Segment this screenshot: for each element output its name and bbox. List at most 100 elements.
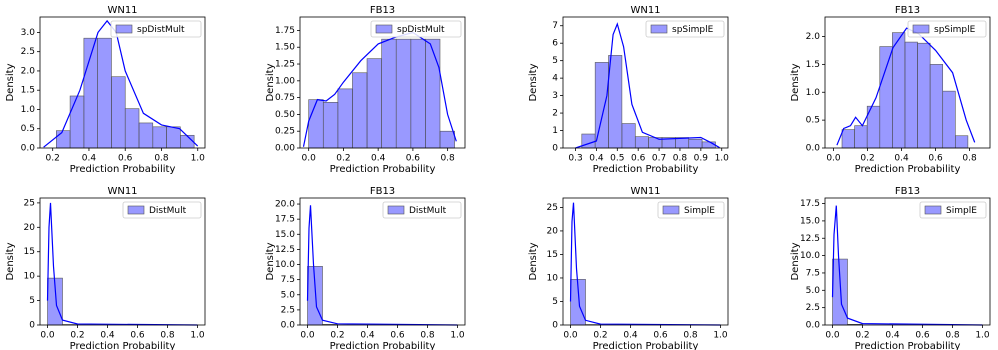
axes-frame (299, 197, 466, 326)
y-tick-label: 0.0 (806, 321, 821, 331)
x-tick-label: 0.4 (371, 154, 386, 164)
x-axis-label: Prediction Probability (855, 164, 961, 175)
bar (879, 46, 893, 149)
subplot-title: FB13 (895, 186, 920, 197)
y-tick-label: 20.0 (275, 200, 295, 210)
y-tick-label: 1.75 (275, 26, 295, 36)
y-tick-label: 20 (24, 223, 36, 233)
legend-swatch (127, 205, 145, 215)
x-tick-label: 0.8 (945, 331, 960, 341)
kde-line (831, 205, 983, 326)
y-tick-label: 2 (552, 109, 558, 119)
axes-frame (299, 16, 466, 149)
y-tick-label: 7.5 (806, 268, 820, 278)
x-axis-label: Prediction Probability (70, 341, 176, 350)
x-tick-label: 0.2 (46, 154, 60, 164)
bar (917, 42, 931, 149)
x-tick-label: 0.2 (860, 154, 874, 164)
x-tick-label: 0.0 (826, 154, 841, 164)
axes-frame (39, 16, 206, 149)
x-tick-label: 0.6 (915, 331, 930, 341)
bar (180, 134, 195, 149)
legend-label: spDistMult (397, 25, 445, 35)
y-tick-label: 20 (547, 226, 559, 236)
bar (929, 64, 944, 149)
y-tick-label: 10.0 (275, 260, 295, 270)
y-tick-label: 3 (552, 91, 558, 101)
x-tick-label: 1.0 (715, 154, 730, 164)
y-axis-label: Density (528, 242, 539, 280)
bar (381, 38, 397, 149)
y-tick-label: 0 (552, 321, 558, 331)
bar (439, 130, 455, 149)
y-tick-label: 4 (552, 74, 558, 84)
bar (111, 76, 126, 149)
legend-swatch (662, 205, 680, 215)
x-tick-label: 0.5 (610, 154, 624, 164)
y-tick-label: 1.0 (21, 105, 36, 115)
y-tick-label: 1.25 (275, 60, 295, 70)
legend-swatch (650, 24, 668, 34)
legend-swatch (912, 24, 930, 34)
y-tick-label: 10 (24, 272, 36, 282)
y-tick-label: 6 (552, 39, 558, 49)
y-axis-label: Density (5, 63, 16, 101)
x-tick-label: 0.9 (694, 154, 709, 164)
y-tick-label: 10.0 (800, 251, 820, 261)
bar (152, 126, 167, 149)
legend-box (370, 20, 462, 38)
y-axis-label: Density (790, 63, 801, 101)
y-axis-label: Density (790, 242, 801, 280)
bar (954, 135, 969, 149)
x-tick-label: 1.0 (450, 331, 465, 341)
y-axis-label: Density (265, 242, 276, 280)
x-tick-label: 0.8 (420, 331, 435, 341)
bar (634, 136, 649, 149)
y-axis-label: Density (5, 242, 16, 280)
x-tick-label: 0.8 (154, 154, 169, 164)
x-tick-label: 1.0 (975, 331, 990, 341)
y-tick-label: 0 (29, 321, 35, 331)
y-tick-label: 2.5 (806, 303, 820, 313)
y-tick-label: 15.0 (800, 216, 820, 226)
y-tick-label: 1.5 (806, 60, 820, 70)
y-tick-label: 5.0 (281, 290, 296, 300)
y-tick-label: 0.0 (21, 144, 36, 154)
bar (892, 32, 906, 149)
y-tick-label: 0.5 (806, 116, 820, 126)
x-axis-label: Prediction Probability (330, 164, 436, 175)
subplot: 0.0 0.2 0.4 0.6 0.8 1.0 0 5 10 15 20 25 WN11 Predicti… (528, 186, 729, 350)
y-tick-label: 15 (547, 250, 558, 260)
y-tick-label: 2.0 (21, 66, 36, 76)
y-tick-label: 1 (552, 126, 558, 136)
y-tick-label: 7 (552, 21, 558, 31)
y-tick-label: 0.50 (275, 110, 295, 120)
x-tick-label: 0.4 (100, 331, 115, 341)
y-tick-label: 0.75 (275, 93, 295, 103)
bar (581, 133, 596, 149)
subplot: 0.0 0.2 0.4 0.6 0.8 1.0 0.0 2.5 5.0 7.5 10.0 12.5 15… (265, 186, 466, 350)
bar (337, 88, 353, 149)
x-tick-label: 0.8 (683, 331, 698, 341)
y-tick-label: 0.5 (21, 124, 35, 134)
subplot: 0.2 0.4 0.6 0.8 1.0 0.0 0.5 1.0 1.5 2.0 2.5 3.0 WN11… (5, 5, 206, 175)
kde-line (302, 31, 457, 147)
axes-frame (39, 197, 206, 326)
x-tick-label: 0.4 (82, 154, 97, 164)
x-tick-label: 0.3 (568, 154, 582, 164)
legend-swatch (375, 24, 393, 34)
y-tick-label: 1.0 (806, 88, 821, 98)
y-tick-label: 5 (552, 297, 558, 307)
bar (854, 125, 868, 149)
bar (425, 38, 441, 149)
bar (841, 129, 855, 149)
x-tick-label: 0.6 (118, 154, 133, 164)
x-tick-label: 0.6 (928, 154, 943, 164)
y-tick-label: 2.0 (806, 32, 821, 42)
y-tick-label: 2.5 (281, 305, 295, 315)
y-tick-label: 3.0 (21, 28, 36, 38)
y-tick-label: 0.25 (275, 127, 295, 137)
subplot: 0.0 0.2 0.4 0.6 0.8 1.0 0 5 10 15 20 25 WN11 Predicti… (5, 186, 206, 350)
bar (97, 37, 112, 149)
